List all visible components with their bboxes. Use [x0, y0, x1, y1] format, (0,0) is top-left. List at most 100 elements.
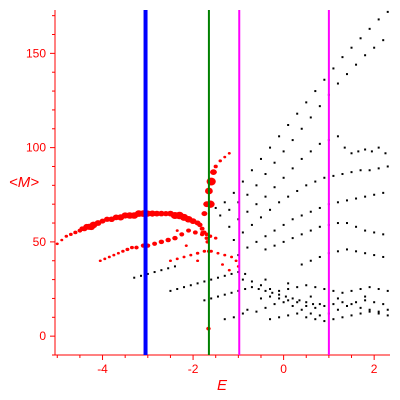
data-point [221, 263, 224, 266]
data-point [269, 146, 272, 149]
data-point [287, 299, 290, 302]
data-point [350, 289, 353, 292]
data-point [244, 288, 247, 291]
data-point [373, 231, 376, 234]
data-point [323, 304, 326, 307]
data-point [244, 272, 247, 275]
data-point [216, 251, 220, 255]
data-point [345, 304, 348, 307]
data-point [345, 73, 348, 76]
data-point [343, 146, 346, 149]
data-point [368, 310, 371, 313]
data-point [332, 289, 335, 292]
data-point [158, 210, 165, 217]
data-point [332, 303, 335, 306]
data-point [269, 208, 272, 211]
data-point [300, 214, 303, 217]
data-point [296, 312, 299, 315]
data-point [257, 288, 260, 291]
data-point [183, 286, 186, 289]
data-point [227, 151, 231, 155]
data-point [196, 259, 200, 263]
data-point [98, 259, 102, 263]
data-point [382, 191, 385, 194]
data-point [291, 167, 294, 170]
data-point [296, 286, 299, 289]
data-point [223, 293, 226, 296]
data-point [368, 308, 371, 311]
data-point [216, 295, 219, 298]
data-point [357, 150, 360, 153]
data-point [341, 316, 344, 319]
data-point [364, 252, 367, 255]
data-point [223, 201, 226, 204]
data-point [230, 255, 234, 259]
data-point [382, 233, 385, 236]
data-point [121, 249, 125, 253]
data-point [273, 244, 276, 247]
data-point [282, 176, 285, 179]
x-tick-label: 0 [280, 362, 287, 376]
data-point [377, 312, 380, 315]
data-point [241, 231, 244, 234]
data-point [305, 284, 308, 287]
data-point [318, 255, 321, 258]
data-point [213, 236, 218, 240]
data-point [192, 230, 198, 235]
data-point [355, 63, 358, 66]
y-tick-label: 150 [26, 46, 46, 60]
data-point [287, 124, 290, 126]
data-point [133, 276, 136, 279]
data-point [202, 249, 207, 253]
data-point [169, 289, 172, 292]
data-point [196, 282, 199, 285]
data-point [273, 229, 276, 232]
data-point [273, 186, 276, 189]
data-point [300, 263, 303, 266]
data-point [175, 229, 179, 232]
data-point [336, 135, 339, 138]
data-point [250, 169, 253, 172]
data-point [350, 152, 353, 155]
data-point [152, 241, 158, 246]
data-point [341, 56, 344, 59]
data-point [112, 253, 116, 257]
data-point [359, 288, 362, 291]
data-point [336, 222, 339, 225]
data-point [172, 235, 178, 241]
data-point [341, 173, 344, 176]
data-point [364, 195, 367, 198]
data-point [173, 265, 176, 268]
data-point [129, 245, 134, 250]
data-point [179, 232, 185, 237]
data-point [296, 301, 299, 304]
data-point [359, 37, 362, 40]
data-point [350, 303, 353, 306]
data-point [205, 200, 215, 208]
data-point [341, 291, 344, 294]
data-point [323, 78, 326, 81]
data-point [287, 282, 290, 285]
data-point [300, 308, 303, 311]
data-point [309, 229, 312, 232]
data-point [314, 318, 317, 321]
data-point [259, 157, 262, 160]
data-point [298, 299, 301, 302]
data-point [336, 82, 339, 85]
data-point [309, 210, 312, 213]
data-point [364, 54, 367, 57]
data-point [259, 216, 262, 219]
data-point [246, 308, 249, 311]
data-point [278, 289, 281, 292]
data-point [228, 225, 231, 228]
data-point [377, 18, 380, 21]
data-point [271, 291, 274, 294]
data-point [186, 228, 192, 233]
data-point [318, 225, 321, 228]
data-point [158, 239, 165, 245]
data-point [223, 253, 227, 257]
data-point [332, 318, 335, 321]
data-point [197, 222, 203, 228]
data-point [300, 157, 303, 160]
